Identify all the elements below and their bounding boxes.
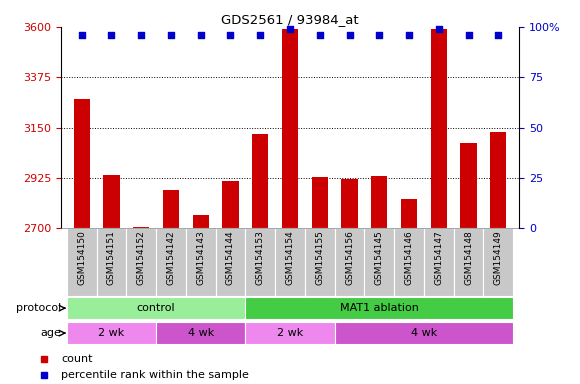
Text: GSM154144: GSM154144 bbox=[226, 230, 235, 285]
Text: 4 wk: 4 wk bbox=[187, 328, 214, 338]
Point bbox=[166, 32, 176, 38]
Bar bbox=[394, 228, 424, 296]
Text: percentile rank within the sample: percentile rank within the sample bbox=[61, 370, 249, 381]
Text: 4 wk: 4 wk bbox=[411, 328, 437, 338]
Bar bbox=[311, 177, 328, 384]
Bar bbox=[364, 228, 394, 296]
Text: GSM154147: GSM154147 bbox=[434, 230, 443, 285]
Bar bbox=[282, 29, 298, 384]
Point bbox=[256, 32, 265, 38]
Bar bbox=[245, 322, 335, 344]
Text: 2 wk: 2 wk bbox=[277, 328, 303, 338]
Bar bbox=[454, 228, 483, 296]
Text: count: count bbox=[61, 354, 92, 364]
Text: GSM154142: GSM154142 bbox=[166, 230, 176, 285]
Bar bbox=[133, 227, 150, 384]
Bar bbox=[156, 228, 186, 296]
Bar bbox=[97, 228, 126, 296]
Text: GSM154151: GSM154151 bbox=[107, 230, 116, 285]
Text: GSM154153: GSM154153 bbox=[256, 230, 264, 285]
Bar bbox=[74, 99, 90, 384]
Bar bbox=[245, 228, 275, 296]
Point bbox=[404, 32, 414, 38]
Point bbox=[375, 32, 384, 38]
Bar bbox=[252, 134, 269, 384]
Text: GSM154149: GSM154149 bbox=[494, 230, 503, 285]
Point bbox=[315, 32, 324, 38]
Bar bbox=[193, 215, 209, 384]
Text: control: control bbox=[137, 303, 175, 313]
Point bbox=[464, 32, 473, 38]
Text: GSM154155: GSM154155 bbox=[316, 230, 324, 285]
Bar bbox=[430, 29, 447, 384]
Bar bbox=[216, 228, 245, 296]
Bar bbox=[341, 179, 358, 384]
Text: GSM154146: GSM154146 bbox=[404, 230, 414, 285]
Text: GSM154148: GSM154148 bbox=[464, 230, 473, 285]
Point bbox=[196, 32, 205, 38]
Bar bbox=[67, 228, 97, 296]
Bar bbox=[186, 228, 216, 296]
Bar bbox=[126, 228, 156, 296]
Bar bbox=[67, 297, 245, 319]
Point bbox=[77, 32, 86, 38]
Point bbox=[494, 32, 503, 38]
Bar bbox=[401, 199, 417, 384]
Text: protocol: protocol bbox=[16, 303, 61, 313]
Text: MAT1 ablation: MAT1 ablation bbox=[340, 303, 419, 313]
Text: GSM154156: GSM154156 bbox=[345, 230, 354, 285]
Bar bbox=[163, 190, 179, 384]
Point bbox=[345, 32, 354, 38]
Bar bbox=[156, 322, 245, 344]
Bar bbox=[371, 176, 387, 384]
Point bbox=[285, 26, 295, 32]
Point bbox=[107, 32, 116, 38]
Text: 2 wk: 2 wk bbox=[99, 328, 125, 338]
Title: GDS2561 / 93984_at: GDS2561 / 93984_at bbox=[221, 13, 359, 26]
Point bbox=[434, 26, 443, 32]
Bar bbox=[490, 132, 506, 384]
Bar bbox=[335, 228, 364, 296]
Bar bbox=[245, 297, 513, 319]
Bar bbox=[103, 175, 119, 384]
Bar bbox=[483, 228, 513, 296]
Point bbox=[226, 32, 235, 38]
Bar bbox=[67, 322, 156, 344]
Text: GSM154145: GSM154145 bbox=[375, 230, 384, 285]
Text: GSM154143: GSM154143 bbox=[196, 230, 205, 285]
Text: GSM154154: GSM154154 bbox=[285, 230, 295, 285]
Text: GSM154150: GSM154150 bbox=[77, 230, 86, 285]
Text: GSM154152: GSM154152 bbox=[137, 230, 146, 285]
Bar bbox=[424, 228, 454, 296]
Point bbox=[137, 32, 146, 38]
Bar bbox=[222, 181, 239, 384]
Bar bbox=[335, 322, 513, 344]
Bar bbox=[305, 228, 335, 296]
Text: age: age bbox=[41, 328, 61, 338]
Bar bbox=[275, 228, 305, 296]
Bar bbox=[461, 143, 477, 384]
